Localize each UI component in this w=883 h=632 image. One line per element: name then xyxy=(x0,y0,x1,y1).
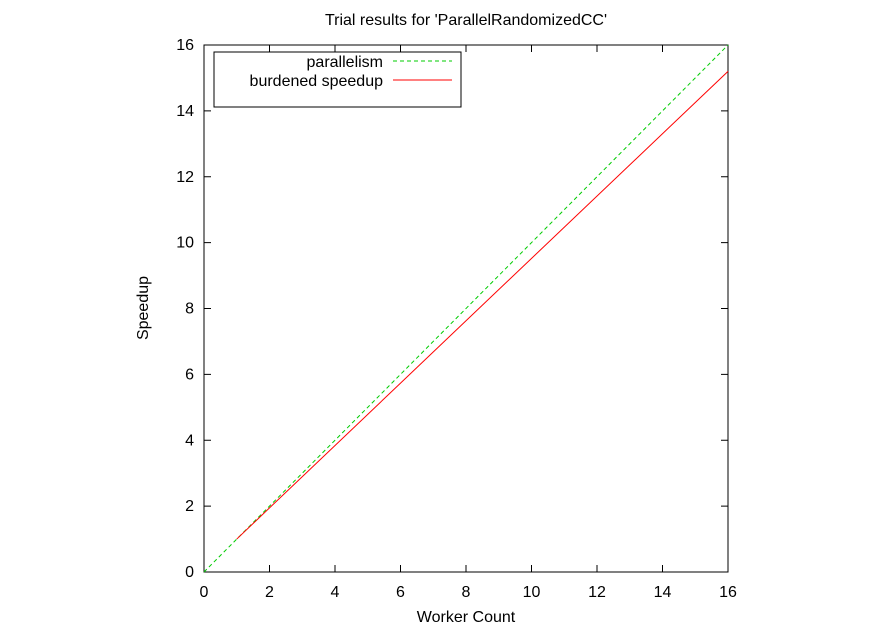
y-tick-label: 4 xyxy=(185,432,194,449)
y-tick-label: 0 xyxy=(185,564,194,581)
x-tick-label: 8 xyxy=(462,584,471,601)
series-layer xyxy=(203,44,729,573)
x-tick-label: 16 xyxy=(719,584,737,601)
x-tick-label: 0 xyxy=(200,584,209,601)
y-axis-label: Speedup xyxy=(135,276,152,340)
y-tick-label: 2 xyxy=(185,498,194,515)
x-tick-label: 2 xyxy=(265,584,274,601)
x-tick-label: 10 xyxy=(523,584,541,601)
series-line-burdened-speedup xyxy=(236,70,729,540)
y-tick-label: 10 xyxy=(176,235,194,252)
legend: parallelism burdened speedup xyxy=(213,51,462,108)
y-tick-label: 6 xyxy=(185,366,194,383)
x-axis-label: Worker Count xyxy=(417,609,516,626)
y-tick-label: 14 xyxy=(176,103,194,120)
legend-label-burdened-speedup: burdened speedup xyxy=(250,73,384,90)
x-tick-label: 4 xyxy=(331,584,340,601)
axis-ticks: 0 2 4 6 8 10 12 14 16 0 2 4 6 8 10 12 14 16 xyxy=(176,37,737,601)
series-line-parallelism xyxy=(203,44,729,573)
y-tick-label: 8 xyxy=(185,301,194,318)
y-tick-label: 12 xyxy=(176,169,194,186)
chart-title: Trial results for 'ParallelRandomizedCC' xyxy=(325,12,607,29)
x-tick-label: 6 xyxy=(396,584,405,601)
x-tick-label: 14 xyxy=(654,584,672,601)
legend-label-parallelism: parallelism xyxy=(307,54,383,71)
x-tick-label: 12 xyxy=(588,584,606,601)
y-tick-label: 16 xyxy=(176,37,194,54)
